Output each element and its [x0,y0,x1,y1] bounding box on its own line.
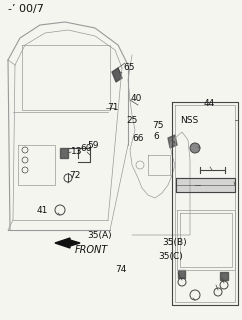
Polygon shape [168,135,177,148]
Text: FRONT: FRONT [75,245,108,255]
Text: 35(B): 35(B) [162,237,187,246]
Polygon shape [55,238,80,248]
Text: 59: 59 [87,140,98,149]
Text: -’ 00/7: -’ 00/7 [8,4,44,14]
Circle shape [190,143,200,153]
Text: 72: 72 [69,171,80,180]
Text: 6: 6 [153,132,159,140]
Text: NSS: NSS [180,116,198,124]
Text: 13: 13 [71,147,83,156]
Polygon shape [220,272,228,280]
Text: 74: 74 [115,266,126,275]
Polygon shape [178,270,185,278]
Text: 44: 44 [204,99,215,108]
Text: 41: 41 [37,205,48,214]
Text: 35(C): 35(C) [158,252,183,261]
Polygon shape [176,178,235,192]
Text: 35(A): 35(A) [87,230,112,239]
Text: 71: 71 [107,102,119,111]
Polygon shape [60,148,68,158]
Text: 65: 65 [123,62,135,71]
Text: 40: 40 [131,93,142,102]
Text: 66: 66 [132,133,144,142]
Text: 60: 60 [80,143,91,153]
Text: 25: 25 [126,116,137,124]
Polygon shape [112,68,122,82]
Text: 75: 75 [152,121,164,130]
